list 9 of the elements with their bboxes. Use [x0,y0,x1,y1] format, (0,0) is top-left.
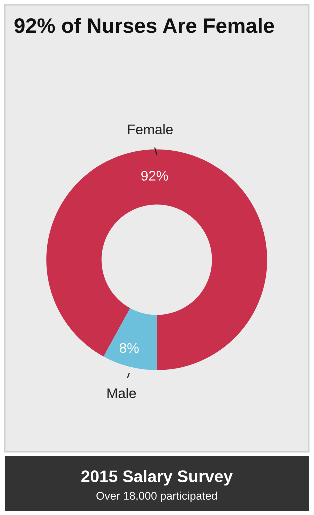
text: Over 18,000 participated [96,492,218,502]
chart-title: 92% of Nurses Are Female [14,18,274,34]
slice-label: Male [108,388,136,398]
slice-label: Female [128,124,173,135]
donut-slice [46,150,268,370]
donut-slice [104,308,157,370]
data-label: 92% [142,171,168,181]
text: 2015 Salary Survey [82,470,233,486]
data-label: 8% [120,343,139,354]
